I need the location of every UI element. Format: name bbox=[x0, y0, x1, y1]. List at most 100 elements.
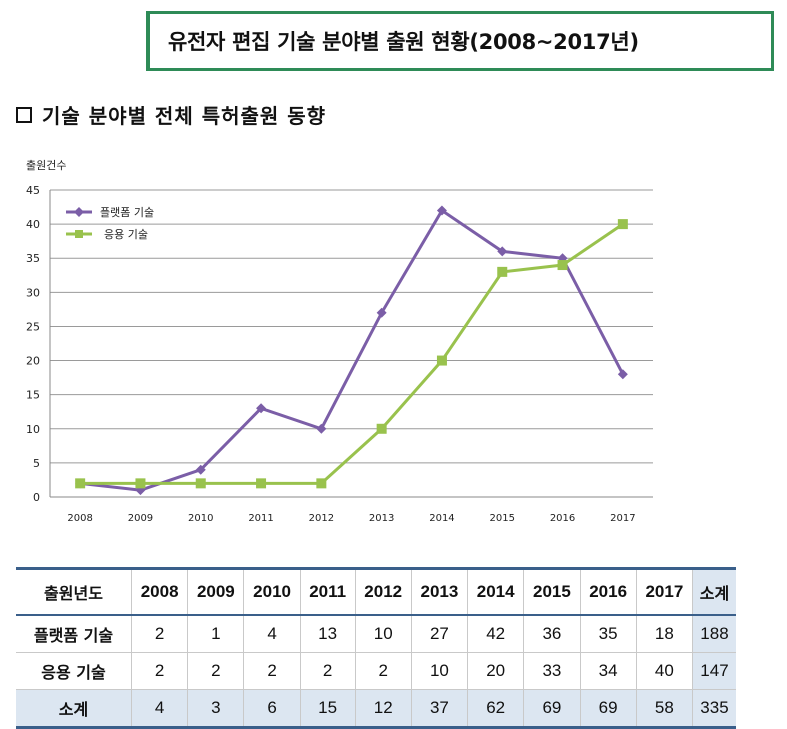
data-point bbox=[376, 307, 387, 318]
table-cell: 2 bbox=[130, 652, 188, 690]
x-tick-label: 2017 bbox=[610, 513, 635, 524]
legend-label: 응용 기술 bbox=[104, 228, 148, 241]
data-point bbox=[557, 253, 568, 264]
table-cell: 6 bbox=[243, 689, 301, 728]
table-cell: 58 bbox=[635, 689, 693, 728]
table-year-header: 2013 bbox=[410, 568, 468, 615]
table-year-header: 2011 bbox=[299, 568, 356, 615]
data-point bbox=[497, 266, 508, 277]
table-cell: 10 bbox=[354, 615, 412, 653]
data-point bbox=[316, 423, 327, 434]
table-cell: 36 bbox=[523, 615, 581, 653]
data-point bbox=[617, 219, 628, 230]
data-point bbox=[195, 464, 206, 475]
table-cell: 20 bbox=[467, 652, 524, 690]
y-tick-label: 15 bbox=[26, 389, 40, 402]
legend-label: 플랫폼 기술 bbox=[100, 206, 154, 219]
table-total-header: 소계 bbox=[691, 568, 736, 615]
x-tick-label: 2014 bbox=[429, 513, 454, 524]
data-point bbox=[256, 478, 267, 489]
table-year-header: 2010 bbox=[243, 568, 301, 615]
legend-marker bbox=[75, 230, 83, 238]
data-point bbox=[376, 423, 387, 434]
data-table: 출원년도 2008 2009 2010 2011 2012 2013 2014 2015 2016… bbox=[16, 567, 736, 729]
y-tick-label: 0 bbox=[33, 491, 40, 504]
data-point bbox=[436, 205, 447, 216]
data-point bbox=[75, 478, 86, 489]
data-point bbox=[256, 403, 267, 414]
table-year-header: 2014 bbox=[467, 568, 524, 615]
table-year-header: 2017 bbox=[635, 568, 693, 615]
table-cell: 1 bbox=[187, 615, 244, 653]
table-cell: 34 bbox=[579, 652, 637, 690]
table-cell: 69 bbox=[523, 689, 581, 728]
table-year-header: 2008 bbox=[130, 568, 188, 615]
table-cell: 62 bbox=[467, 689, 524, 728]
x-tick-label: 2012 bbox=[309, 513, 334, 524]
table-cell: 37 bbox=[410, 689, 468, 728]
table-cell: 2 bbox=[187, 652, 244, 690]
x-tick-label: 2013 bbox=[369, 513, 394, 524]
y-tick-label: 30 bbox=[26, 286, 40, 299]
table-row: 소계 4 3 6 15 12 37 62 69 69 58 335 bbox=[16, 689, 736, 728]
line-chart: 0 5 10 15 20 25 30 35 40 45 2008 2009 2010 2011 2012 20… bbox=[26, 159, 653, 524]
table-row-header: 응용 기술 bbox=[41, 663, 106, 682]
y-tick-label: 10 bbox=[26, 423, 40, 436]
y-tick-label: 45 bbox=[26, 184, 40, 197]
table-year-header: 2009 bbox=[187, 568, 244, 615]
table-row: 응용 기술 2 2 2 2 2 10 20 33 34 40 147 bbox=[16, 652, 736, 690]
page-title: 유전자 편집 기술 분야별 출원 현황(2008~2017년) bbox=[168, 30, 639, 54]
table-cell: 10 bbox=[410, 652, 468, 690]
data-point bbox=[617, 369, 628, 380]
table-corner-header: 출원년도 bbox=[16, 568, 132, 615]
legend-marker bbox=[74, 207, 84, 217]
title-box: 유전자 편집 기술 분야별 출원 현황(2008~2017년) bbox=[146, 11, 774, 71]
y-axis-label: 출원건수 bbox=[26, 159, 66, 172]
table-cell: 2 bbox=[299, 652, 356, 690]
table-year-header: 2012 bbox=[354, 568, 412, 615]
table-cell: 2 bbox=[130, 615, 188, 653]
table-header-row: 출원년도 2008 2009 2010 2011 2012 2013 2014 2015 2016… bbox=[16, 568, 736, 615]
table-row-header: 소계 bbox=[16, 689, 132, 728]
series-line bbox=[79, 208, 625, 492]
table-cell: 18 bbox=[635, 615, 693, 653]
table-total-cell: 188 bbox=[691, 615, 736, 653]
y-tick-label: 5 bbox=[33, 457, 40, 470]
table-cell: 4 bbox=[130, 689, 188, 728]
x-tick-label: 2009 bbox=[128, 513, 153, 524]
y-tick-label: 20 bbox=[26, 355, 40, 368]
table-cell: 15 bbox=[299, 689, 356, 728]
table-cell: 35 bbox=[579, 615, 637, 653]
data-point bbox=[195, 478, 206, 489]
table-cell: 4 bbox=[243, 615, 301, 653]
data-point bbox=[497, 246, 508, 257]
table-cell: 42 bbox=[467, 615, 524, 653]
y-tick-label: 40 bbox=[26, 218, 40, 231]
table-cell: 27 bbox=[410, 615, 468, 653]
table-row-header: 플랫폼 기술 bbox=[33, 626, 114, 645]
y-tick-label: 25 bbox=[26, 320, 40, 333]
table-cell: 69 bbox=[579, 689, 637, 728]
table-row: 플랫폼 기술 2 1 4 13 10 27 42 36 35 18 188 bbox=[16, 615, 736, 653]
table-year-header: 2015 bbox=[523, 568, 581, 615]
series-line bbox=[80, 222, 624, 485]
data-point bbox=[436, 355, 447, 366]
table-cell: 2 bbox=[354, 652, 412, 690]
table-cell: 12 bbox=[354, 689, 412, 728]
x-tick-label: 2008 bbox=[67, 513, 92, 524]
table-cell: 13 bbox=[299, 615, 356, 653]
table-total-cell: 335 bbox=[691, 689, 736, 728]
data-point bbox=[135, 478, 146, 489]
x-tick-label: 2011 bbox=[248, 513, 273, 524]
table-year-header: 2016 bbox=[579, 568, 637, 615]
square-bullet-icon bbox=[16, 106, 32, 123]
table-total-cell: 147 bbox=[691, 652, 736, 690]
x-tick-label: 2016 bbox=[550, 513, 575, 524]
y-tick-label: 35 bbox=[26, 252, 40, 265]
section-heading: 기술 분야별 전체 특허출원 동향 bbox=[16, 100, 326, 129]
x-tick-label: 2015 bbox=[490, 513, 515, 524]
table-cell: 2 bbox=[243, 652, 301, 690]
data-point bbox=[316, 478, 327, 489]
data-point bbox=[557, 260, 568, 271]
table-cell: 40 bbox=[635, 652, 693, 690]
